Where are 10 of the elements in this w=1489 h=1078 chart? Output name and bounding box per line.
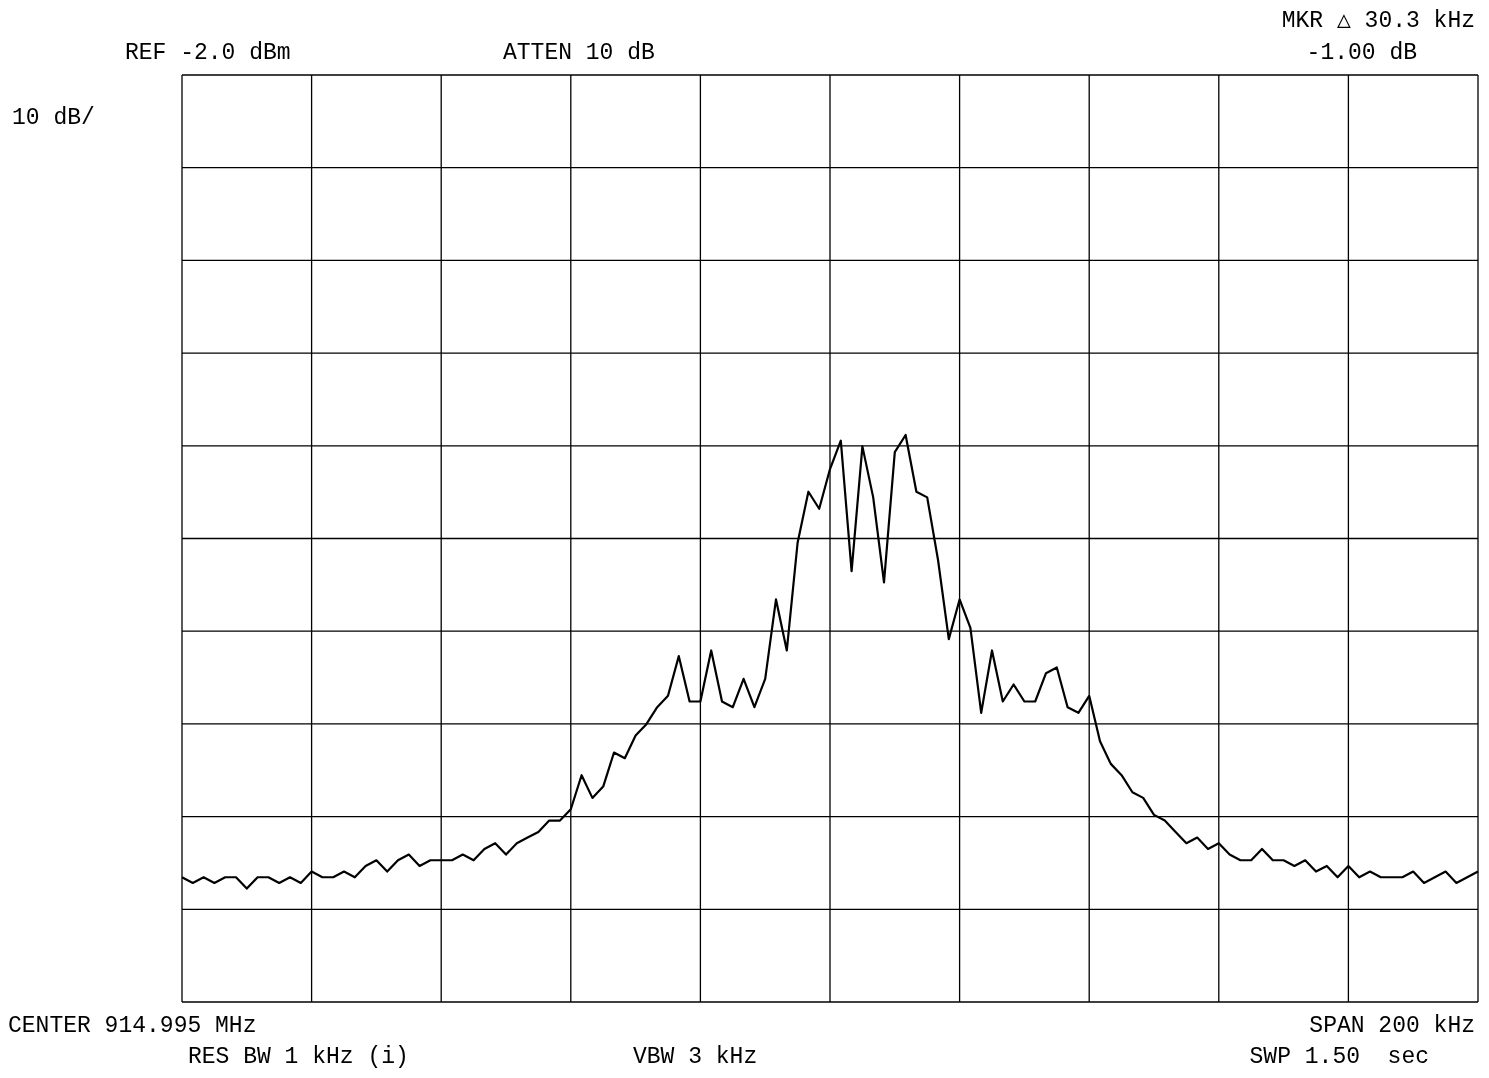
text: MKR △ 30.3 kHz (1281, 8, 1475, 34)
text: ATTEN 10 dB (503, 40, 655, 66)
text: CENTER 914.995 MHz (8, 1013, 257, 1039)
text: SWP 1.50 sec (1249, 1044, 1429, 1070)
text: RES BW 1 kHz (i) (188, 1044, 409, 1070)
text: VBW 3 kHz (633, 1044, 758, 1070)
text: -1.00 dB (1306, 40, 1417, 66)
text: REF -2.0 dBm (125, 40, 291, 66)
text: 10 dB/ (12, 105, 95, 131)
text: SPAN 200 kHz (1309, 1013, 1475, 1039)
